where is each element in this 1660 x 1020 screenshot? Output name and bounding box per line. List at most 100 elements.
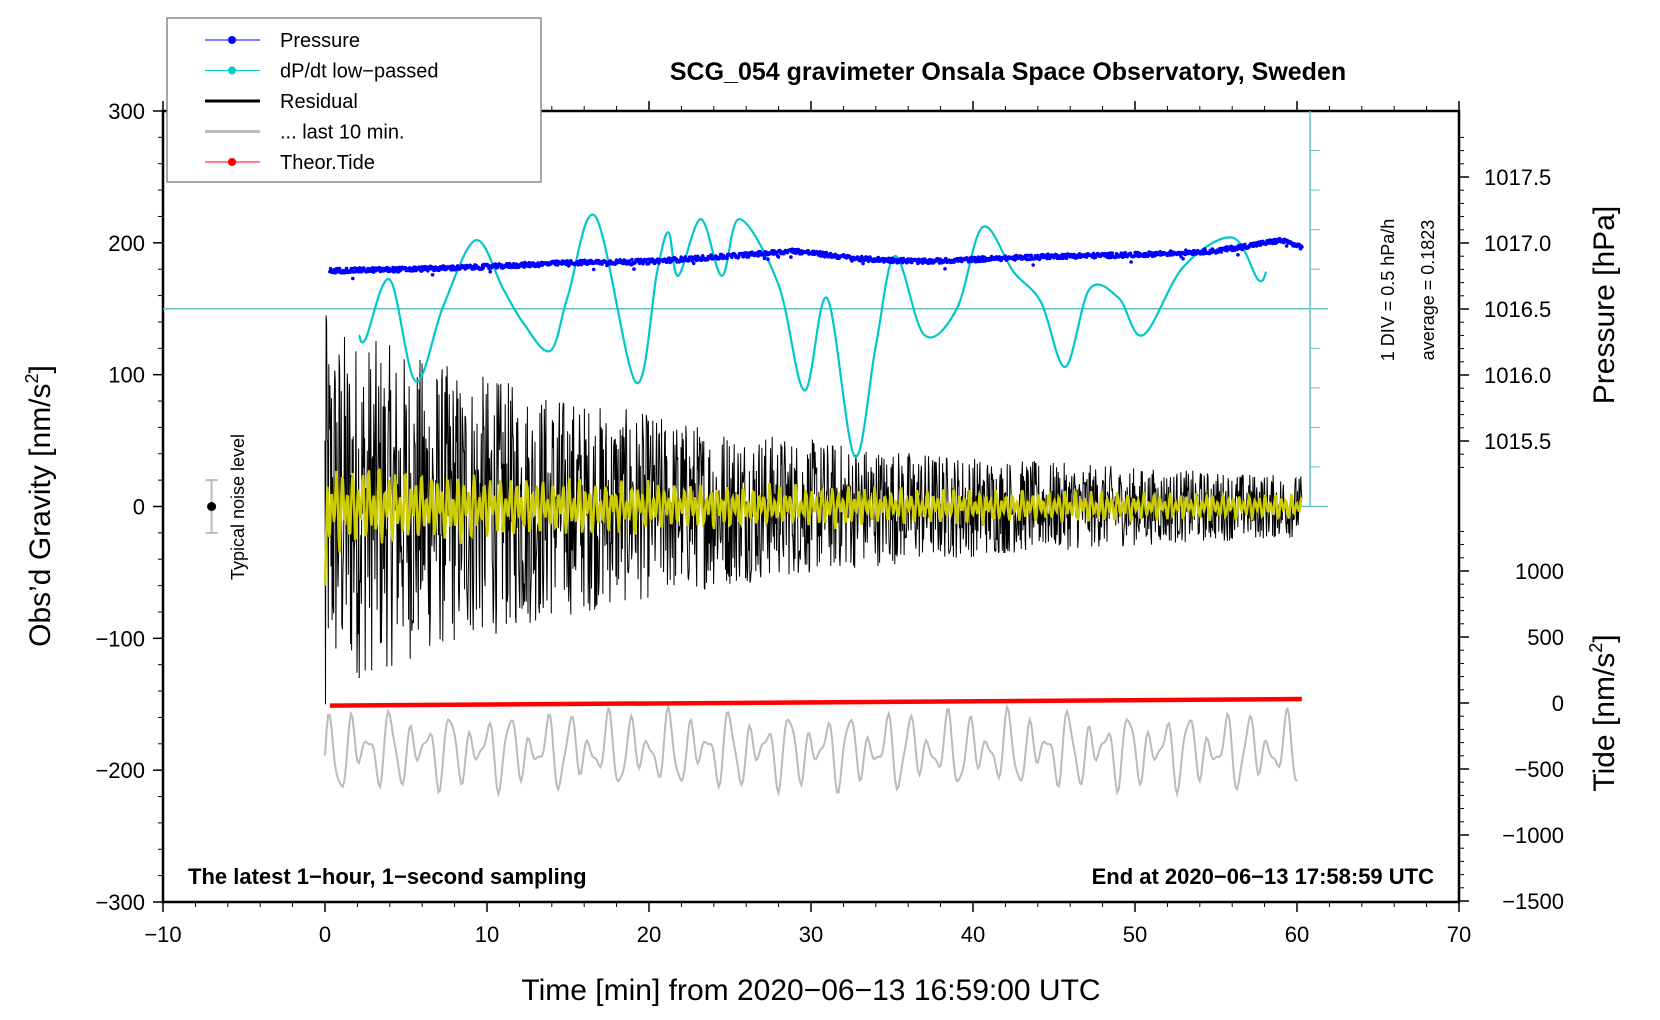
y-left-tick-label: −300 (95, 890, 145, 915)
dpdt-average-label: average = 0.1823 (1418, 220, 1438, 361)
x-tick-label: −10 (144, 922, 181, 947)
pressure-point (1201, 252, 1206, 256)
dpdt-line (358, 213, 1268, 458)
sampling-note: The latest 1−hour, 1−second sampling (188, 864, 587, 889)
pressure-point (691, 261, 696, 266)
pressure-point (859, 254, 864, 259)
dpdt-scale-label: 1 DIV = 0.5 hPa/h (1378, 219, 1398, 362)
x-axis: −10 0 10 20 30 40 50 60 70 (144, 101, 1471, 947)
legend-label: Residual (280, 91, 358, 113)
pressure-point (1039, 255, 1043, 260)
pressure-point (527, 260, 531, 265)
x-axis-title: Time [min] from 2020−06−13 16:59:00 UTC (521, 974, 1100, 1007)
y-left-title-close: ] (24, 365, 57, 373)
pressure-point (1181, 256, 1185, 261)
pressure-point (667, 256, 672, 261)
series-last-10-min (324, 703, 1298, 798)
pressure-point (679, 255, 683, 259)
pressure-point (1110, 251, 1115, 255)
pressure-tick-label: 1015.5 (1484, 429, 1551, 454)
pressure-point (980, 259, 985, 264)
pressure-point (350, 266, 354, 271)
pressure-point (921, 261, 925, 265)
series-residual (324, 315, 1303, 705)
pressure-point (1284, 244, 1289, 248)
pressure-point (746, 255, 751, 259)
y-tide-title-close: ] (1588, 634, 1621, 642)
x-tick-label: 70 (1447, 922, 1471, 947)
residual-line (324, 315, 1303, 705)
tide-line (329, 696, 1302, 708)
pressure-tick-label: 1017.5 (1484, 165, 1551, 190)
pressure-point (1129, 260, 1133, 264)
pressure-point (657, 261, 661, 265)
series-theor-tide (329, 696, 1302, 708)
tide-tick-label: 0 (1552, 691, 1564, 716)
pressure-point (943, 267, 947, 271)
tide-tick-label: −1000 (1502, 823, 1564, 848)
pressure-tick-label: 1017.0 (1484, 231, 1551, 256)
end-time-note: End at 2020−06−13 17:58:59 UTC (1092, 864, 1435, 889)
pressure-point (522, 265, 527, 269)
pressure-point (1128, 251, 1133, 256)
pressure-point (488, 269, 493, 274)
y-left-tick-label: 200 (108, 231, 145, 256)
y-left-tick-label: 100 (108, 363, 145, 388)
pressure-point (976, 255, 981, 259)
y-left-title-sup: 2 (22, 373, 42, 383)
tide-tick-label: −1500 (1502, 889, 1564, 914)
pressure-point (776, 255, 781, 259)
pressure-point (430, 273, 435, 277)
residual-filtered-line (323, 468, 1304, 586)
pressure-point (481, 266, 486, 270)
last-10-min-line (324, 703, 1298, 798)
legend-label: Pressure (280, 30, 360, 52)
pressure-point (1254, 244, 1259, 248)
x-tick-label: 10 (475, 922, 499, 947)
series-residual-filtered (323, 468, 1304, 586)
legend-label: Theor.Tide (280, 152, 375, 174)
pressure-point (348, 270, 353, 274)
legend: Pressure dP/dt low−passed Residual ... last… (166, 17, 542, 183)
tide-tick-label: −500 (1514, 757, 1564, 782)
pressure-point (565, 259, 570, 263)
y-left-tick-label: −100 (95, 626, 145, 651)
pressure-point (766, 257, 770, 262)
y-axis-tide-title: Tide [nm/s2] (1586, 634, 1621, 791)
pressure-point (1055, 253, 1059, 257)
pressure-point (887, 256, 891, 261)
legend-marker (228, 158, 236, 166)
pressure-point (632, 267, 636, 271)
pressure-point (351, 276, 355, 281)
pressure-point (862, 258, 867, 263)
legend-label: dP/dt low−passed (280, 61, 438, 83)
pressure-point (1091, 251, 1096, 256)
legend-marker (228, 66, 236, 75)
legend-marker (228, 36, 236, 44)
tide-tick-label: 1000 (1515, 559, 1564, 584)
y-left-tick-label: 0 (133, 495, 145, 520)
noise-point (207, 502, 217, 511)
pressure-point (866, 259, 871, 264)
x-tick-label: 60 (1285, 922, 1309, 947)
pressure-point (1219, 250, 1224, 254)
pressure-point (861, 261, 865, 266)
x-tick-label: 20 (637, 922, 661, 947)
chart-title: SCG_054 gravimeter Onsala Space Observat… (670, 58, 1346, 86)
pressure-point (850, 259, 854, 263)
x-tick-label: 0 (319, 922, 331, 947)
pressure-point (344, 266, 349, 271)
x-tick-label: 40 (961, 922, 985, 947)
pressure-point (1064, 256, 1069, 261)
y-tide-title-base: Tide [nm/s (1588, 653, 1621, 792)
pressure-point (823, 254, 827, 259)
noise-level-indicator (205, 479, 218, 534)
y-left-title-base: Obs’d Gravity [nm/s (24, 383, 57, 646)
pressure-point (337, 266, 342, 271)
pressure-point (1300, 245, 1304, 249)
y-left-tick-label: −200 (95, 758, 145, 783)
pressure-point (1132, 254, 1137, 258)
x-tick-label: 30 (799, 922, 823, 947)
pressure-point (360, 269, 364, 274)
pressure-point (789, 255, 793, 259)
